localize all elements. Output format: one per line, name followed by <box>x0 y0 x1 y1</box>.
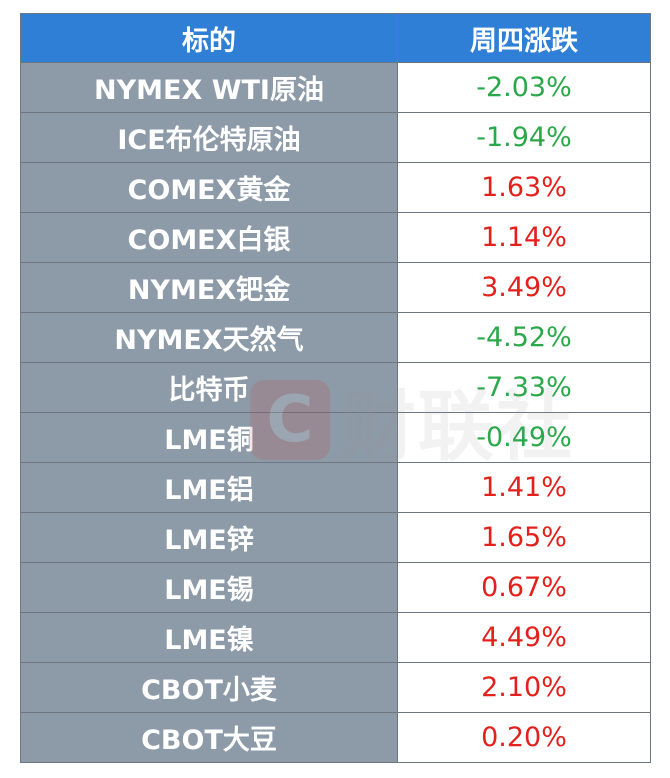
table-row: COMEX黄金 1.63% <box>20 162 651 213</box>
change-cell: 1.41% <box>397 462 651 513</box>
table-row: NYMEX WTI原油 -2.03% <box>20 62 651 113</box>
change-cell: 2.10% <box>397 662 651 713</box>
change-cell: -2.03% <box>397 62 651 113</box>
change-cell: 0.20% <box>397 712 651 763</box>
table-row: NYMEX天然气 -4.52% <box>20 312 651 363</box>
table-row: ICE布伦特原油 -1.94% <box>20 112 651 163</box>
change-cell: 4.49% <box>397 612 651 663</box>
asset-cell: LME镍 <box>20 612 398 663</box>
table-row: CBOT大豆 0.20% <box>20 712 651 763</box>
table-row: 比特币 -7.33% <box>20 362 651 413</box>
change-cell: 1.65% <box>397 512 651 563</box>
header-cell: 周四涨跌 <box>397 13 651 63</box>
change-cell: 3.49% <box>397 262 651 313</box>
asset-cell: 比特币 <box>20 362 398 413</box>
asset-cell: ICE布伦特原油 <box>20 112 398 163</box>
change-cell: -1.94% <box>397 112 651 163</box>
change-cell: 1.63% <box>397 162 651 213</box>
table-row: NYMEX钯金 3.49% <box>20 262 651 313</box>
header-row: 标的 周四涨跌 <box>20 13 651 63</box>
asset-cell: CBOT大豆 <box>20 712 398 763</box>
change-cell: 1.14% <box>397 212 651 263</box>
change-cell: -0.49% <box>397 412 651 463</box>
asset-cell: NYMEX天然气 <box>20 312 398 363</box>
change-cell: 0.67% <box>397 562 651 613</box>
table-row: LME锌 1.65% <box>20 512 651 563</box>
data-table: 标的 周四涨跌 NYMEX WTI原油 -2.03% ICE布伦特原油 -1.94% C… <box>20 13 651 763</box>
table-row: CBOT小麦 2.10% <box>20 662 651 713</box>
asset-cell: COMEX白银 <box>20 212 398 263</box>
asset-cell: COMEX黄金 <box>20 162 398 213</box>
table-row: LME锡 0.67% <box>20 562 651 613</box>
asset-cell: NYMEX WTI原油 <box>20 62 398 113</box>
table-row: LME镍 4.49% <box>20 612 651 663</box>
asset-cell: LME铝 <box>20 462 398 513</box>
asset-cell: NYMEX钯金 <box>20 262 398 313</box>
header-cell: 标的 <box>20 13 398 63</box>
asset-cell: LME锌 <box>20 512 398 563</box>
table-row: COMEX白银 1.14% <box>20 212 651 263</box>
table-row: LME铝 1.41% <box>20 462 651 513</box>
change-cell: -7.33% <box>397 362 651 413</box>
asset-cell: CBOT小麦 <box>20 662 398 713</box>
asset-cell: LME铜 <box>20 412 398 463</box>
asset-cell: LME锡 <box>20 562 398 613</box>
change-cell: -4.52% <box>397 312 651 363</box>
table-row: LME铜 -0.49% <box>20 412 651 463</box>
table-body: NYMEX WTI原油 -2.03% ICE布伦特原油 -1.94% COMEX黄金 1.… <box>20 62 651 763</box>
